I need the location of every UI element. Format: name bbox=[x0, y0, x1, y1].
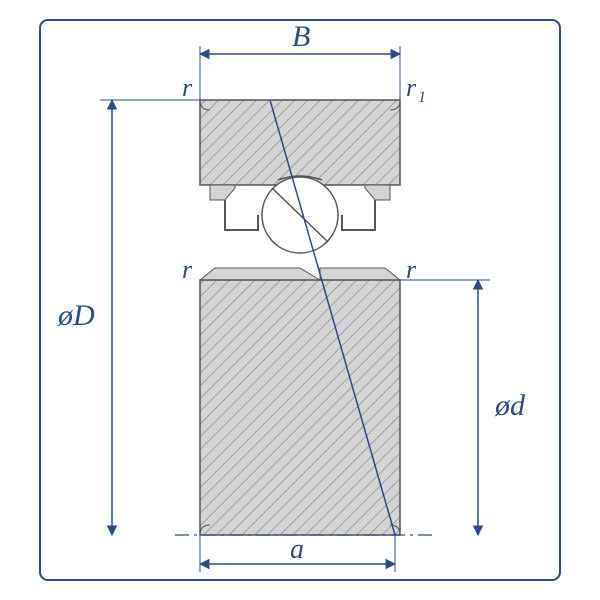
label-B: B bbox=[292, 20, 310, 53]
rolling-element bbox=[262, 176, 338, 253]
bearing-diagram: B øD ød a r r r r 1 bbox=[0, 0, 600, 600]
label-D: øD bbox=[57, 299, 95, 332]
label-a: a bbox=[290, 534, 304, 565]
label-r1-sub: 1 bbox=[418, 89, 426, 106]
label-r-tl: r bbox=[182, 73, 193, 102]
label-r1-base: r bbox=[406, 73, 417, 102]
label-r-br: r bbox=[406, 255, 417, 284]
label-d: ød bbox=[494, 389, 526, 422]
label-r-bl: r bbox=[182, 255, 193, 284]
inner-ring bbox=[200, 268, 400, 535]
